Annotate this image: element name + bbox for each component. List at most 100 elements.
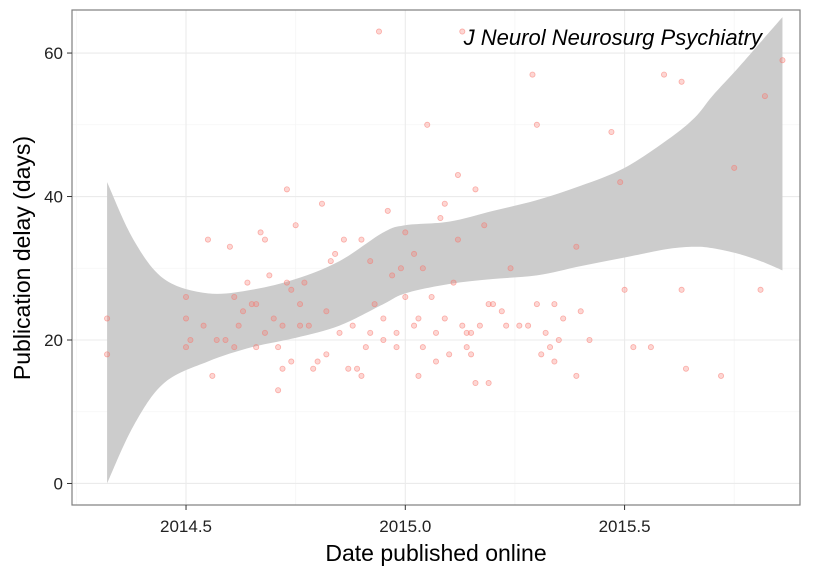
data-point [472,186,479,193]
data-point [380,336,387,343]
data-point [463,329,470,336]
data-point [393,329,400,336]
data-point [253,344,260,351]
data-point [468,351,475,358]
data-point [577,308,584,315]
data-point [235,322,242,329]
data-points [104,28,786,394]
data-point [428,293,435,300]
data-point [292,222,299,229]
data-point [354,365,361,372]
data-point [358,372,365,379]
data-point [533,301,540,308]
x-tick-label: 2015.5 [599,517,651,536]
data-point [432,358,439,365]
data-point [454,171,461,178]
data-point [573,372,580,379]
data-point [204,236,211,243]
data-point [183,293,190,300]
data-point [761,93,768,100]
data-point [384,207,391,214]
data-point [533,121,540,128]
data-point [248,301,255,308]
data-point [481,222,488,229]
data-point [459,322,466,329]
data-point [349,322,356,329]
data-point [187,336,194,343]
plot-border [71,9,801,506]
data-point [608,128,615,135]
y-tick-label: 20 [44,331,63,350]
data-point [678,286,685,293]
data-point [327,258,334,265]
data-point [661,71,668,78]
data-point [288,286,295,293]
data-point [573,243,580,250]
data-point [454,236,461,243]
x-axis-title: Date published online [325,540,546,566]
data-point [393,344,400,351]
data-point [226,243,233,250]
data-point [586,336,593,343]
data-point [213,336,220,343]
data-point [314,358,321,365]
y-tick-label: 40 [44,188,63,207]
data-point [200,322,207,329]
data-point [367,329,374,336]
data-point [446,351,453,358]
data-point [450,279,457,286]
data-point [617,179,624,186]
data-point [476,322,483,329]
confidence-band [107,17,783,484]
data-point [371,301,378,308]
data-point [529,71,536,78]
data-point [345,365,352,372]
data-point [560,315,567,322]
data-point [485,301,492,308]
y-axis-title: Publication delay (days) [9,136,35,380]
data-point [266,272,273,279]
data-point [183,315,190,322]
data-point [375,28,382,35]
data-point [283,186,290,193]
data-point [279,322,286,329]
data-point [389,272,396,279]
data-point [507,265,514,272]
x-tick-label: 2014.5 [160,517,212,536]
data-point [555,336,562,343]
data-point [424,121,431,128]
data-point [244,279,251,286]
data-point [538,351,545,358]
data-point [525,322,532,329]
data-point [779,57,786,64]
y-axis-ticks: 0 20 40 60 [44,44,72,493]
data-point [209,372,216,379]
data-point [231,344,238,351]
data-point [415,372,422,379]
data-point [358,236,365,243]
data-point [463,344,470,351]
data-point [318,200,325,207]
data-point [411,322,418,329]
data-point [310,365,317,372]
x-axis-ticks: 2014.5 2015.0 2015.5 [160,505,651,536]
data-point [283,279,290,286]
data-point [415,315,422,322]
data-point [257,229,264,236]
data-point [183,344,190,351]
data-point [437,215,444,222]
data-point [332,250,339,257]
data-point [432,329,439,336]
data-point [104,315,111,322]
data-point [323,351,330,358]
data-point [503,322,510,329]
data-point [678,78,685,85]
data-point [397,265,404,272]
data-point [275,344,282,351]
y-tick-label: 0 [54,474,63,493]
data-point [402,229,409,236]
data-point [362,344,369,351]
data-point [551,358,558,365]
data-point [380,315,387,322]
